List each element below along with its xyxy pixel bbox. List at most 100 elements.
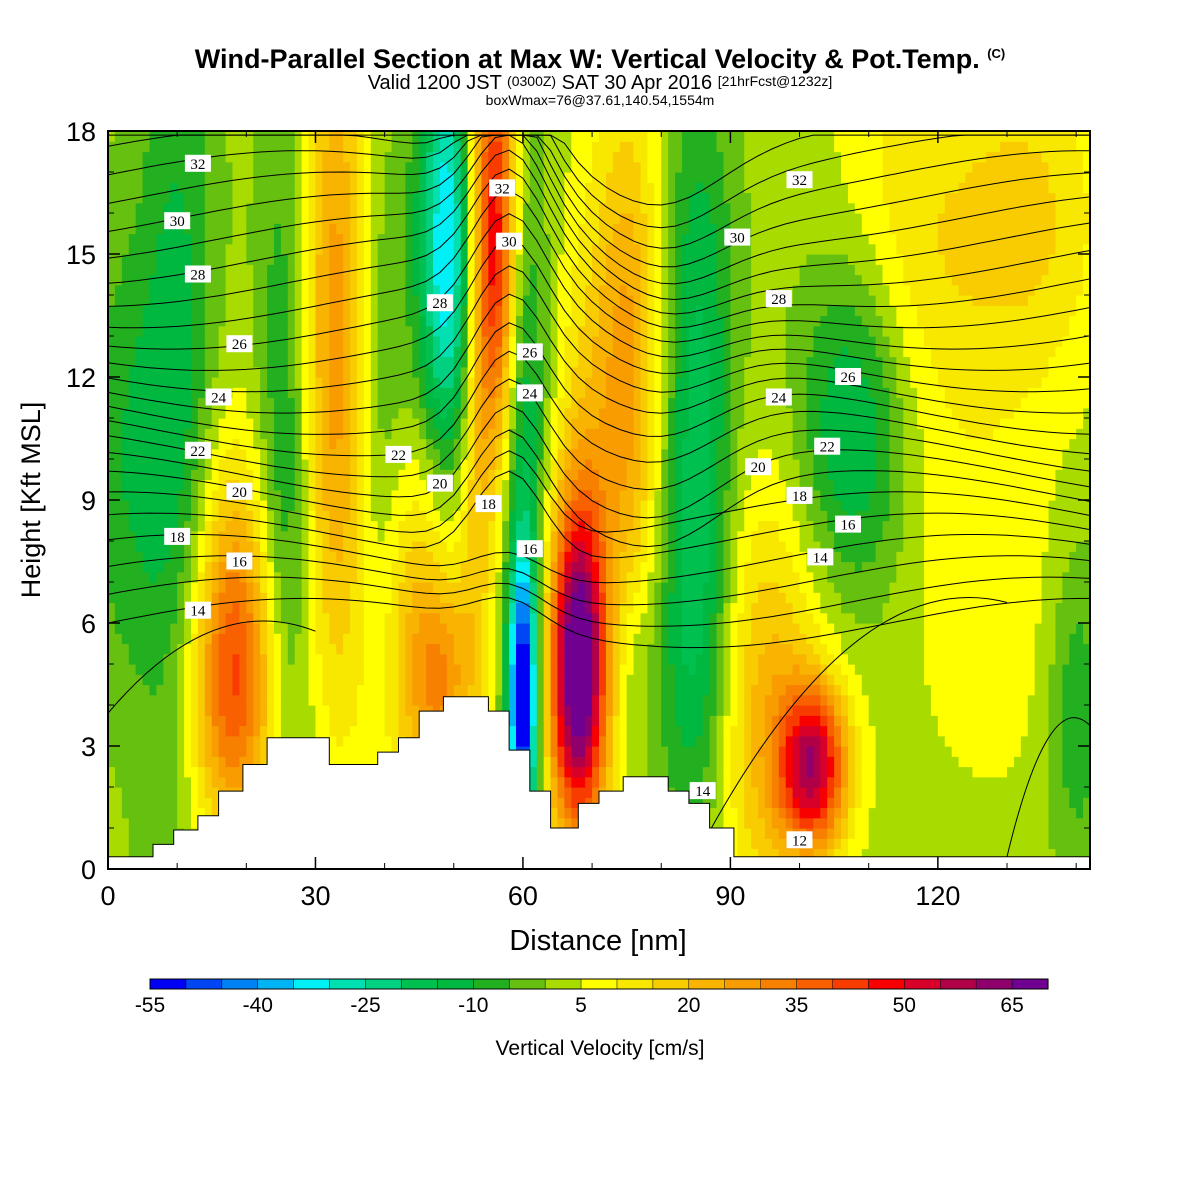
field-cell — [730, 746, 738, 757]
field-cell — [322, 541, 330, 552]
field-cell — [170, 653, 178, 665]
field-cell — [917, 582, 925, 593]
field-cell — [681, 602, 690, 614]
field-cell — [889, 746, 897, 757]
field-cell — [758, 684, 766, 696]
field-cell — [930, 623, 939, 634]
field-cell — [142, 551, 151, 563]
field-cell — [1041, 817, 1050, 829]
field-cell — [681, 674, 690, 686]
field-cell — [329, 571, 337, 583]
field-cell — [751, 828, 759, 839]
field-cell — [958, 664, 967, 675]
field-cell — [619, 756, 628, 768]
field-cell — [329, 530, 337, 542]
field-cell — [1020, 623, 1029, 634]
field-cell — [329, 623, 337, 634]
field-cell — [1020, 705, 1029, 716]
field-cell — [135, 725, 144, 737]
field-cell — [792, 674, 801, 686]
field-cell — [287, 653, 296, 665]
field-cell — [301, 674, 310, 686]
field-cell — [730, 541, 738, 552]
field-cell — [529, 735, 538, 747]
field-cell — [924, 756, 932, 768]
field-cell — [820, 602, 828, 614]
field-cell — [647, 571, 655, 583]
field-cell — [253, 643, 261, 655]
field-cell — [716, 582, 725, 593]
field-cell — [599, 684, 607, 696]
field-cell — [820, 756, 828, 768]
field-cell — [114, 766, 123, 778]
field-cell — [363, 694, 372, 706]
field-cell — [896, 746, 904, 757]
field-cell — [875, 561, 884, 573]
field-cell — [177, 643, 185, 655]
field-cell — [564, 715, 572, 727]
field-cell — [543, 561, 552, 573]
field-cell — [163, 664, 171, 675]
field-cell — [958, 705, 967, 716]
field-cell — [329, 643, 337, 655]
field-cell — [322, 602, 330, 614]
field-cell — [108, 674, 116, 686]
field-cell — [785, 776, 794, 788]
field-cell — [211, 653, 220, 665]
field-cell — [260, 602, 268, 614]
field-cell — [156, 705, 164, 716]
field-cell — [986, 633, 994, 645]
field-cell — [426, 541, 434, 552]
field-cell — [771, 725, 780, 737]
field-cell — [841, 797, 849, 809]
field-cell — [322, 653, 330, 665]
field-cell — [218, 694, 227, 706]
field-cell — [882, 582, 891, 593]
field-cell — [204, 520, 213, 532]
field-cell — [190, 530, 199, 542]
field-cell — [184, 684, 192, 696]
field-cell — [758, 551, 766, 563]
field-cell — [163, 807, 171, 819]
field-cell — [280, 705, 289, 716]
chart-subtitle-line2: boxWmax=76@37.61,140.54,1554m — [485, 92, 715, 108]
field-cell — [1076, 807, 1084, 819]
field-cell — [564, 623, 572, 634]
field-cell — [619, 520, 628, 532]
field-cell — [820, 571, 828, 583]
field-cell — [1007, 787, 1015, 798]
field-cell — [536, 510, 545, 522]
field-cell — [294, 541, 303, 552]
field-cell — [142, 684, 151, 696]
field-cell — [592, 766, 600, 778]
field-cell — [280, 530, 289, 542]
field-cell — [834, 551, 842, 563]
field-cell — [861, 776, 870, 788]
field-cell — [944, 674, 953, 686]
field-cell — [771, 561, 780, 573]
field-cell — [1034, 653, 1043, 665]
field-cell — [661, 541, 669, 552]
field-cell — [1041, 684, 1050, 696]
field-cell — [343, 694, 351, 706]
field-cell — [675, 582, 683, 593]
field-cell — [889, 602, 897, 614]
field-cell — [681, 582, 690, 593]
field-cell — [1013, 817, 1022, 829]
field-cell — [142, 828, 151, 839]
field-cell — [806, 674, 814, 686]
field-cell — [979, 746, 987, 757]
field-cell — [806, 602, 814, 614]
field-cell — [1034, 684, 1043, 696]
field-cell — [149, 694, 158, 706]
field-cell — [571, 643, 579, 655]
field-cell — [384, 530, 393, 542]
field-cell — [792, 551, 801, 563]
field-cell — [370, 510, 379, 522]
field-cell — [260, 612, 268, 624]
field-cell — [944, 623, 953, 634]
field-cell — [557, 705, 566, 716]
field-cell — [654, 612, 662, 624]
field-cell — [108, 664, 116, 675]
field-cell — [875, 612, 884, 624]
